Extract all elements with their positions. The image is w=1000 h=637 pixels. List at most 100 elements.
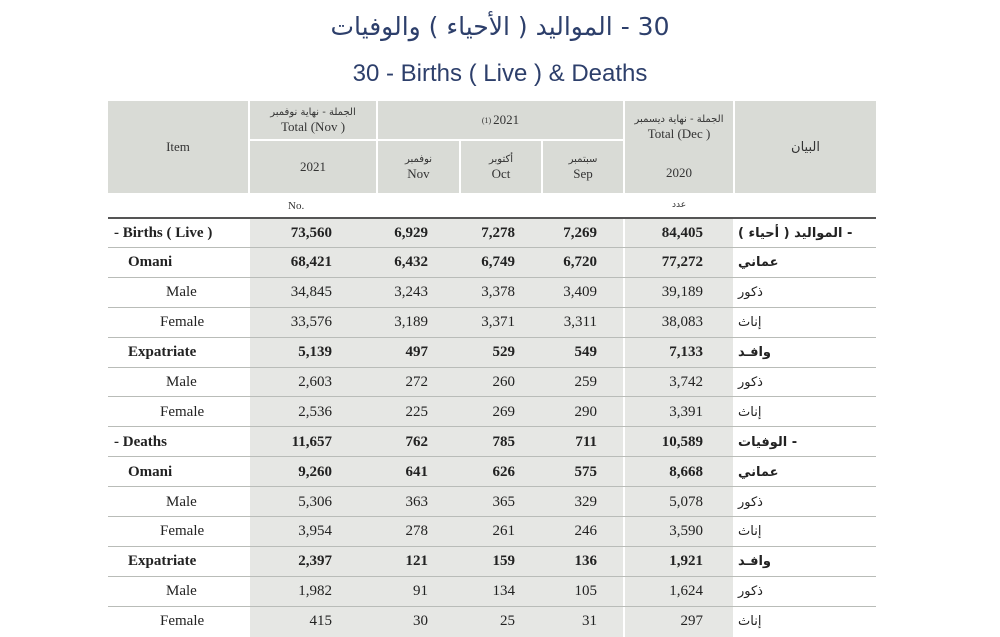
cell-total-nov: 34,845 [290, 284, 332, 301]
cell-total-nov: 5,139 [298, 344, 332, 361]
cell-nov: 278 [405, 523, 429, 540]
band-total [250, 397, 378, 428]
header-item-label: Item [166, 139, 190, 154]
header-year-label: 2021 [493, 112, 520, 127]
unit-label-ar: عدد [672, 200, 687, 210]
band-dec [625, 337, 733, 368]
cell-sep: 246 [574, 523, 598, 540]
row-label-ar: إناث [738, 614, 762, 630]
header-oct-ar: أكتوبر [488, 153, 514, 165]
band-months [378, 367, 623, 398]
header-total-nov-en: Total (Nov ) [280, 118, 346, 134]
cell-total-nov: 73,560 [290, 225, 332, 242]
row-label-en: Omani [128, 254, 173, 271]
header-sep-ar: سبتمبر [568, 153, 598, 165]
header-bayan: البيان [735, 101, 876, 193]
band-total [250, 517, 378, 547]
header-sep-en: Sep [573, 165, 593, 181]
row-label-en: Female [160, 523, 205, 540]
cell-dec: 77,272 [661, 254, 703, 271]
band-months [378, 397, 623, 428]
cell-total-nov: 3,954 [298, 523, 332, 540]
band-months [378, 457, 623, 488]
header-total-nov-ar: الجملة - نهاية نوفمبر [270, 106, 356, 118]
cell-oct: 529 [492, 344, 516, 361]
band-dec [625, 606, 733, 637]
cell-sep: 105 [574, 583, 598, 600]
band-total [250, 487, 378, 517]
band-dec [625, 576, 733, 607]
header-sep: سبتمبر Sep [543, 141, 623, 193]
cell-oct: 3,371 [481, 314, 515, 331]
row-label-en: Male [166, 284, 197, 301]
cell-sep: 575 [574, 463, 598, 480]
row-label-en: - Deaths [114, 433, 167, 450]
cell-dec: 39,189 [661, 284, 703, 301]
table-row: Expatriate 5,139 497 529 549 7,133 وافـد [108, 336, 876, 368]
row-label-en: Expatriate [128, 344, 197, 361]
cell-sep: 6,720 [563, 254, 597, 271]
band-dec [625, 307, 733, 338]
table-row: Male 5,306 363 365 329 5,078 ذكور [108, 486, 876, 517]
band-dec [625, 277, 733, 308]
unit-label-en: No. [288, 200, 305, 212]
cell-nov: 272 [405, 373, 429, 390]
cell-nov: 363 [405, 493, 429, 510]
band-total [250, 307, 378, 338]
cell-dec: 38,083 [661, 314, 703, 331]
band-dec [625, 427, 733, 458]
band-total [250, 337, 378, 368]
cell-nov: 6,432 [394, 254, 428, 271]
band-dec [625, 219, 733, 249]
row-label-ar: ذكور [738, 584, 763, 600]
band-months [378, 606, 623, 637]
table-row: - Deaths 11,657 762 785 711 10,589 - الوفيات [108, 426, 876, 458]
header-nov-en: Nov [407, 165, 430, 181]
band-total [250, 277, 378, 308]
row-label-ar: ذكور [738, 494, 763, 510]
cell-nov: 6,929 [394, 225, 428, 242]
header-oct-en: Oct [491, 165, 511, 181]
band-total [250, 247, 378, 278]
header-total-dec-labels: الجملة - نهاية ديسمبر Total (Dec ) [635, 113, 724, 142]
cell-nov: 225 [405, 403, 429, 420]
cell-oct: 134 [492, 583, 516, 600]
header-total-dec: الجملة - نهاية ديسمبر Total (Dec ) 2020 [625, 101, 733, 193]
band-dec [625, 457, 733, 488]
band-months [378, 337, 623, 368]
row-label-ar: إناث [738, 315, 762, 331]
header-total-nov: الجملة - نهاية نوفمبر Total (Nov ) [250, 101, 376, 139]
band-total [250, 219, 378, 249]
row-label-en: Expatriate [128, 553, 197, 570]
cell-sep: 3,311 [563, 314, 597, 331]
cell-total-nov: 415 [309, 613, 333, 630]
cell-nov: 762 [405, 433, 429, 450]
header-year-2021: (1) 2021 [378, 101, 623, 139]
cell-dec: 10,589 [661, 433, 703, 450]
band-months [378, 219, 623, 249]
header-nov: نوفمبر Nov [378, 141, 459, 193]
header-total-dec-en: Total (Dec ) [647, 125, 711, 141]
table-row: - Births ( Live ) 73,560 6,929 7,278 7,269 84… [108, 217, 876, 249]
cell-oct: 269 [492, 403, 516, 420]
band-months [378, 277, 623, 308]
title-english: 30 - Births ( Live ) & Deaths [352, 60, 648, 87]
cell-nov: 497 [405, 344, 429, 361]
band-months [378, 576, 623, 607]
cell-sep: 290 [574, 403, 598, 420]
row-label-ar: إناث [738, 404, 762, 420]
header-total-nov-year: 2021 [250, 141, 376, 193]
band-months [378, 546, 623, 577]
band-total [250, 367, 378, 398]
cell-total-nov: 33,576 [290, 314, 332, 331]
cell-sep: 711 [575, 433, 597, 450]
cell-oct: 6,749 [481, 254, 515, 271]
table-row: Omani 9,260 641 626 575 8,668 عماني [108, 456, 876, 488]
band-total [250, 546, 378, 577]
band-dec [625, 247, 733, 278]
header-total-dec-ar: الجملة - نهاية ديسمبر [634, 113, 724, 125]
cell-sep: 3,409 [563, 284, 597, 301]
cell-total-nov: 2,536 [298, 403, 332, 420]
band-months [378, 517, 623, 547]
band-dec [625, 546, 733, 577]
